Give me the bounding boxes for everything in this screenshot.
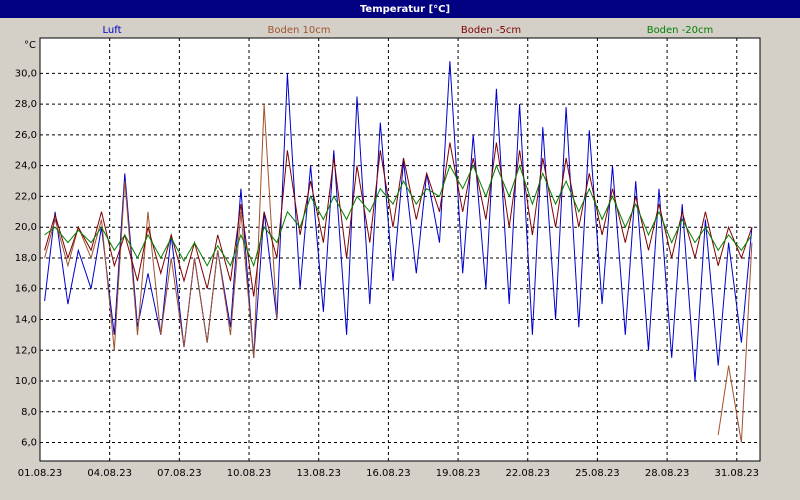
y-tick-label: 20,0 — [15, 222, 37, 233]
y-tick-label: 22,0 — [15, 191, 37, 202]
y-tick-label: 10,0 — [15, 376, 37, 387]
series-line — [44, 164, 753, 268]
y-tick-label: 12,0 — [15, 345, 37, 356]
series-line — [44, 104, 278, 358]
x-tick-label: 22.08.23 — [505, 468, 550, 479]
legend-label: Boden 10cm — [268, 25, 331, 36]
legend-label: Boden -5cm — [461, 25, 521, 36]
y-tick-label: 26,0 — [15, 130, 37, 141]
y-tick-label: 6,0 — [21, 438, 37, 449]
y-tick-label: 24,0 — [15, 161, 37, 172]
y-axis-label: °C — [24, 40, 36, 51]
y-tick-label: 18,0 — [15, 253, 37, 264]
x-tick-label: 19.08.23 — [436, 468, 481, 479]
title-bar — [0, 0, 800, 18]
x-tick-label: 10.08.23 — [227, 468, 272, 479]
plot-area — [39, 37, 761, 462]
x-tick-label: 01.08.23 — [18, 468, 63, 479]
y-tick-label: 28,0 — [15, 99, 37, 110]
x-tick-label: 28.08.23 — [645, 468, 690, 479]
x-tick-label: 31.08.23 — [715, 468, 760, 479]
legend-label: Boden -20cm — [647, 25, 714, 36]
x-tick-label: 04.08.23 — [87, 468, 132, 479]
x-tick-label: 07.08.23 — [157, 468, 202, 479]
y-tick-label: 30,0 — [15, 68, 37, 79]
y-tick-label: 8,0 — [21, 407, 37, 418]
series-line — [717, 242, 753, 443]
y-tick-label: 14,0 — [15, 314, 37, 325]
legend-label: Luft — [103, 25, 122, 36]
chart-title: Temperatur [°C] — [360, 4, 450, 15]
y-tick-label: 16,0 — [15, 284, 37, 295]
x-tick-label: 25.08.23 — [575, 468, 620, 479]
x-tick-label: 13.08.23 — [296, 468, 341, 479]
x-tick-label: 16.08.23 — [366, 468, 411, 479]
